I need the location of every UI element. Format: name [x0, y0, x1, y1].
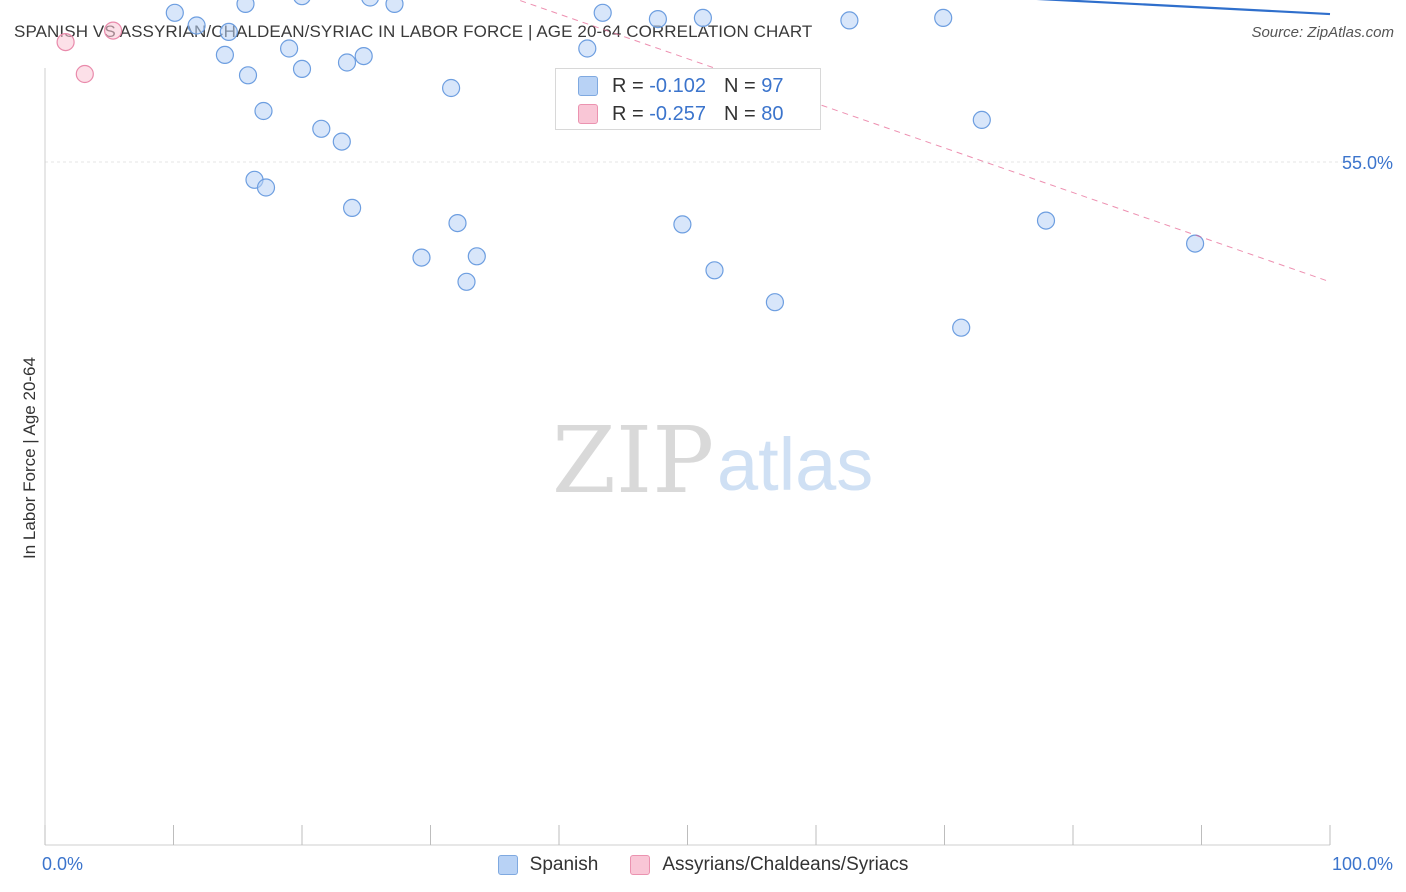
n-value: 97 — [761, 74, 784, 97]
source-label: Source: ZipAtlas.com — [1251, 24, 1394, 41]
data-point — [256, 178, 276, 197]
data-point — [385, 0, 404, 13]
data-point — [840, 11, 859, 30]
data-point — [442, 78, 461, 98]
r-value: -0.257 — [649, 102, 706, 125]
x-tick-label-min: 0.0% — [42, 854, 83, 874]
data-point — [1185, 234, 1205, 253]
legend-label-assyrian: Assyrians/Chaldeans/Syriacs — [662, 854, 909, 875]
data-point — [254, 101, 273, 121]
data-point — [354, 46, 373, 66]
data-point — [219, 22, 238, 41]
data-point — [952, 318, 971, 337]
data-point — [673, 215, 692, 234]
stats-legend: R = -0.102 N = 97 R = -0.257 N = 80 — [555, 68, 821, 130]
data-point — [165, 3, 184, 22]
series-spanish-points — [165, 0, 1205, 337]
data-point — [972, 110, 991, 130]
n-label: N = — [723, 102, 756, 125]
stats-legend-row-spanish: R = -0.102 N = 97 — [578, 73, 783, 99]
chart-title: SPANISH VS ASSYRIAN/CHALDEAN/SYRIAC IN L… — [14, 22, 813, 41]
data-point — [361, 0, 379, 7]
data-point — [238, 66, 258, 85]
data-point — [648, 10, 668, 29]
r-label: R = — [612, 74, 644, 97]
data-point — [215, 45, 234, 65]
r-value: -0.102 — [649, 74, 706, 97]
legend-label-spanish: Spanish — [529, 854, 599, 875]
data-point — [593, 3, 612, 22]
axes — [44, 68, 1331, 846]
data-point — [934, 8, 953, 27]
data-point — [280, 39, 299, 58]
data-point — [312, 119, 331, 138]
legend-item-spanish[interactable]: Spanish — [497, 854, 599, 876]
data-point — [448, 214, 467, 233]
data-point — [1036, 211, 1056, 230]
data-point — [236, 0, 255, 13]
data-point — [332, 132, 351, 151]
data-point — [292, 59, 312, 79]
data-point — [457, 272, 476, 291]
data-point — [343, 198, 362, 217]
data-point — [705, 261, 724, 280]
legend-swatch-assyrian — [578, 104, 598, 124]
data-point — [467, 247, 486, 266]
gridlines — [45, 161, 1365, 163]
tick-labels: 55.0%70.0%85.0%100.0%0.0%100.0% — [42, 153, 1393, 874]
data-point — [56, 32, 75, 52]
legend-swatch-assyrian — [630, 855, 651, 875]
data-point — [693, 8, 713, 27]
legend-item-assyrian[interactable]: Assyrians/Chaldeans/Syriacs — [630, 854, 908, 876]
y-axis-label: In Labor Force | Age 20-64 — [20, 357, 39, 559]
data-point — [412, 248, 431, 267]
y-tick-label: 55.0% — [1342, 153, 1393, 173]
data-point — [103, 21, 123, 40]
data-point — [293, 0, 311, 6]
legend-swatch-spanish — [578, 76, 598, 96]
trend-line-assyrian-extension — [517, 0, 1331, 283]
trend-line-spanish — [1036, 0, 1331, 16]
watermark-zip: ZIP — [552, 407, 714, 514]
watermark-atlas: atlas — [717, 423, 873, 506]
data-point — [187, 16, 206, 35]
x-tick-label-max: 100.0% — [1332, 854, 1393, 874]
bottom-legend: Spanish Assyrians/Chaldeans/Syriacs — [0, 850, 1406, 880]
data-point — [578, 39, 597, 58]
n-label: N = — [723, 74, 756, 97]
stats-legend-row-assyrian: R = -0.257 N = 80 — [578, 101, 783, 127]
data-point — [337, 53, 357, 72]
trend-lines — [517, 0, 1331, 283]
r-label: R = — [612, 102, 644, 125]
data-point — [765, 293, 785, 312]
n-value: 80 — [761, 102, 784, 125]
data-point — [75, 64, 94, 84]
series-assyrian-points — [56, 21, 123, 84]
legend-swatch-spanish — [497, 855, 518, 875]
